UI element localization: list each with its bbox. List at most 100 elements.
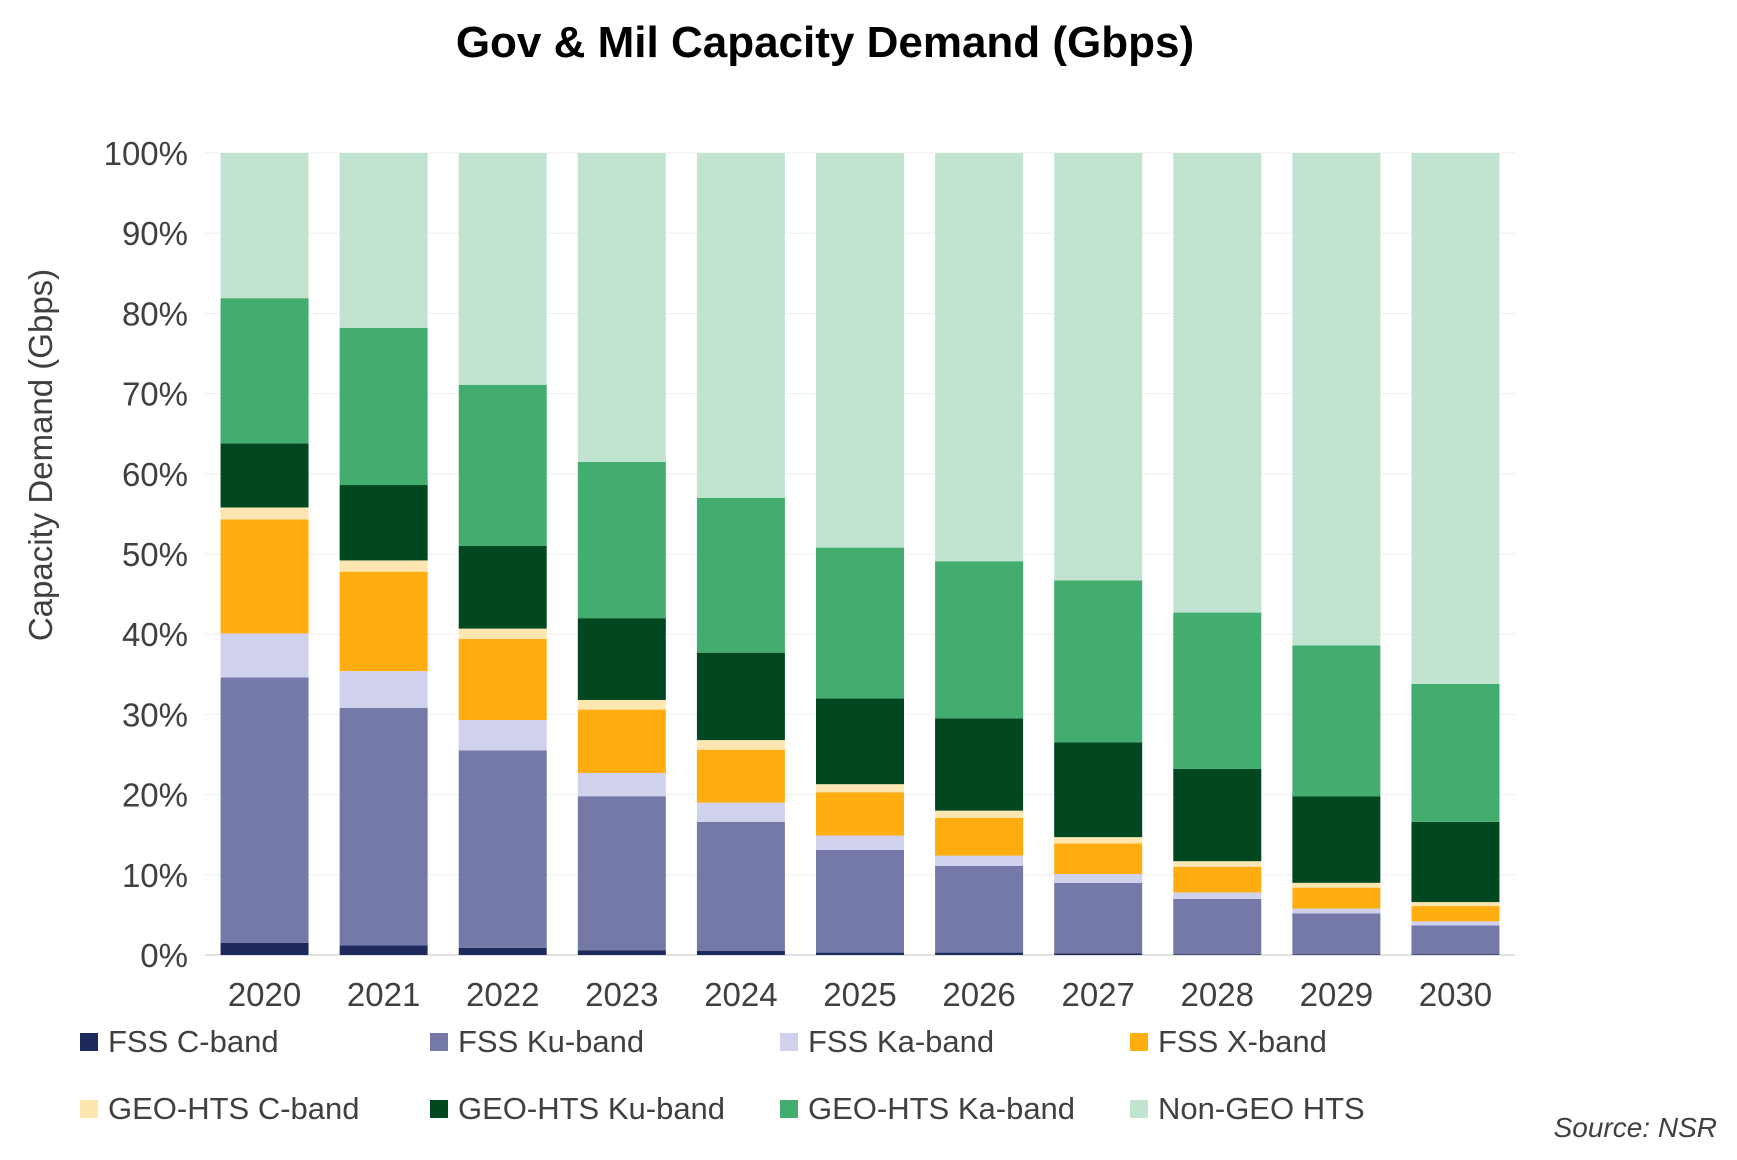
- x-tick-label: 2026: [942, 976, 1015, 1013]
- y-tick-label: 50%: [122, 536, 188, 573]
- bar-segment: [696, 497, 785, 653]
- legend-swatch: [1130, 1100, 1148, 1118]
- bar-segment: [577, 950, 666, 955]
- bar-segment: [220, 443, 309, 508]
- bar-segment: [1173, 954, 1262, 955]
- legend-item: FSS Ku-band: [430, 1024, 644, 1059]
- bar-segment: [1292, 645, 1381, 797]
- legend-label: FSS X-band: [1158, 1024, 1327, 1059]
- legend-label: GEO-HTS C-band: [108, 1091, 360, 1126]
- bar-segment: [1173, 612, 1262, 769]
- bar-segment: [1054, 843, 1143, 874]
- bar-segment: [1054, 837, 1143, 844]
- bar-segment: [816, 153, 904, 548]
- bar-segment: [935, 855, 1024, 866]
- bar-segment: [220, 507, 309, 520]
- bar-segment: [1292, 796, 1381, 883]
- bar-segment: [458, 750, 547, 948]
- legend-swatch: [80, 1033, 98, 1051]
- legend-item: FSS X-band: [1130, 1024, 1327, 1059]
- bar-segment: [816, 835, 904, 850]
- bar-segment: [1054, 953, 1143, 955]
- bar-segment: [1292, 913, 1381, 955]
- bar-segment: [339, 485, 428, 561]
- bar-segment: [339, 571, 428, 672]
- bar-segment: [1173, 153, 1262, 613]
- y-tick-label: 90%: [122, 215, 188, 252]
- x-tick-label: 2022: [466, 976, 539, 1013]
- bar-segment: [1054, 742, 1143, 838]
- bar-segment: [1173, 898, 1262, 955]
- legend-swatch: [780, 1100, 798, 1118]
- bar-segment: [816, 792, 904, 836]
- bar-segment: [696, 740, 785, 750]
- x-tick-label: 2027: [1061, 976, 1134, 1013]
- legend-item: FSS C-band: [80, 1024, 279, 1059]
- bar-segment: [1411, 925, 1500, 955]
- y-tick-label: 40%: [122, 616, 188, 653]
- legend-item: Non-GEO HTS: [1130, 1091, 1365, 1126]
- bar-segment: [816, 952, 904, 955]
- legend-label: FSS Ka-band: [808, 1024, 994, 1059]
- bar-segment: [577, 153, 666, 462]
- bar-segment: [220, 153, 309, 299]
- bar-segment: [935, 561, 1024, 719]
- bar-segment: [458, 947, 547, 955]
- legend-item: GEO-HTS C-band: [80, 1091, 360, 1126]
- bar-segment: [458, 628, 547, 640]
- bar-segment: [458, 153, 547, 385]
- bar-segment: [1173, 768, 1262, 862]
- x-tick-label: 2021: [347, 976, 420, 1013]
- bar-segment: [935, 810, 1024, 818]
- legend: FSS C-band FSS Ku-band FSS Ka-band FSS X-ba…: [80, 1024, 1365, 1126]
- y-tick-label: 70%: [122, 376, 188, 413]
- bar-segment: [696, 749, 785, 803]
- x-tick-label: 2025: [823, 976, 896, 1013]
- bar-segment: [696, 950, 785, 955]
- bar-segment: [458, 720, 547, 751]
- bar-segment: [339, 671, 428, 708]
- bar-segment: [1054, 882, 1143, 954]
- legend-label: Non-GEO HTS: [1158, 1091, 1365, 1126]
- bar-segment: [1411, 954, 1500, 955]
- legend-label: FSS C-band: [108, 1024, 279, 1059]
- legend-swatch: [1130, 1033, 1148, 1051]
- bar-segment: [935, 718, 1024, 811]
- bar-segment: [1173, 866, 1262, 893]
- bar-segment: [577, 699, 666, 710]
- bar-segment: [220, 677, 309, 943]
- legend-swatch: [430, 1100, 448, 1118]
- bar-segment: [458, 384, 547, 546]
- chart-title: Gov & Mil Capacity Demand (Gbps): [455, 18, 1195, 67]
- stacked-bars: [220, 153, 1500, 955]
- bar-segment: [220, 519, 309, 634]
- bar-segment: [458, 545, 547, 629]
- y-tick-label: 80%: [122, 295, 188, 332]
- bar-segment: [339, 560, 428, 572]
- y-tick-label: 100%: [104, 135, 188, 172]
- bar-segment: [816, 698, 904, 785]
- bar-segment: [577, 461, 666, 619]
- bar-segment: [1411, 906, 1500, 922]
- legend-label: GEO-HTS Ku-band: [458, 1091, 725, 1126]
- bar-segment: [577, 618, 666, 700]
- bar-segment: [935, 153, 1024, 562]
- bar-segment: [1173, 861, 1262, 867]
- bar-segment: [339, 327, 428, 486]
- bar-segment: [1292, 153, 1381, 646]
- bar-segment: [696, 821, 785, 951]
- x-tick-label: 2028: [1181, 976, 1254, 1013]
- y-tick-label: 20%: [122, 777, 188, 814]
- y-tick-label: 30%: [122, 696, 188, 733]
- bar-segment: [1054, 580, 1143, 743]
- bar-segment: [935, 865, 1024, 953]
- legend-item: GEO-HTS Ka-band: [780, 1091, 1075, 1126]
- y-tick-label: 10%: [122, 857, 188, 894]
- bar-segment: [220, 633, 309, 678]
- bar-segment: [458, 639, 547, 721]
- bar-segment: [220, 942, 309, 955]
- bar-segment: [1292, 887, 1381, 909]
- bar-segment: [339, 153, 428, 328]
- legend-label: FSS Ku-band: [458, 1024, 644, 1059]
